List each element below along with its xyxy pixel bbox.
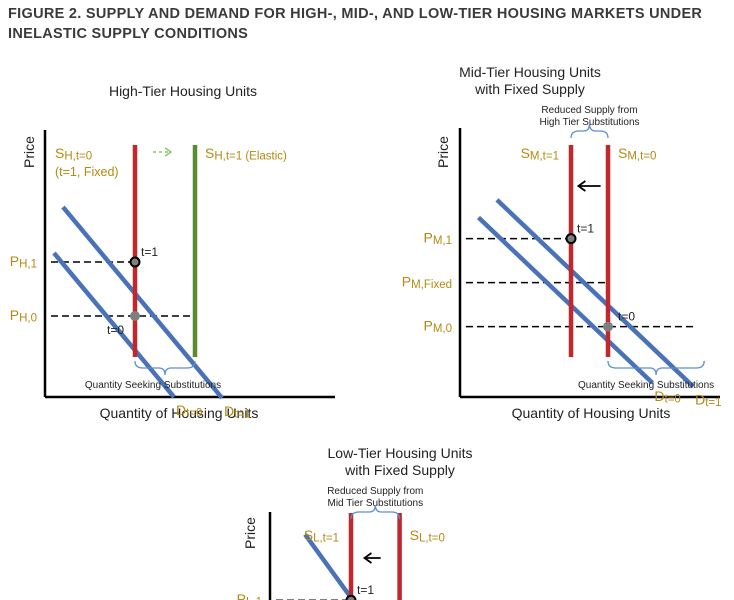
demand-curve (303, 533, 353, 600)
supply-curve-label: SH,t=1 (Elastic) (205, 145, 287, 163)
y-axis-label: Price (242, 517, 258, 549)
equilibrium-point-label: t=1 (141, 245, 158, 259)
equilibrium-point-open (565, 233, 577, 245)
equilibrium-point-open (129, 256, 141, 268)
equilibrium-point-label: t=1 (577, 222, 594, 236)
y-axis-label: Price (21, 136, 37, 168)
supply-curve-label: SL,t=1 (304, 527, 339, 545)
equilibrium-point-filled (603, 321, 613, 332)
quantity-seeking-substitutions-note: Quantity Seeking Substitutions (578, 380, 714, 391)
chart-title: Mid-Tier Housing Units (459, 64, 601, 80)
figure-title-line-1: FIGURE 2. SUPPLY AND DEMAND FOR HIGH-, M… (8, 6, 703, 22)
demand-curve-label: Dt=1 (695, 391, 721, 409)
supply-curve-label: SM,t=0 (618, 145, 656, 163)
price-level-label: PL,1 (237, 591, 262, 600)
price-level-label: PM,Fixed (402, 274, 452, 292)
quantity-seeking-substitutions-note: Quantity Seeking Substitutions (85, 380, 221, 391)
demand-curve (52, 251, 176, 399)
x-axis-label: Quantity of Housing Units (512, 405, 671, 421)
chart-title: Low-Tier Housing Units (328, 445, 473, 461)
equilibrium-point-label: t=1 (357, 583, 374, 597)
supply-curve-label: SH,t=0 (55, 145, 92, 163)
reduced-supply-note-line-2: Mid Tier Substitutions (327, 498, 423, 509)
demand-curve (495, 198, 695, 389)
equilibrium-point-filled (130, 311, 140, 321)
price-level-label: PM,0 (423, 318, 452, 336)
price-level-label: PM,1 (423, 230, 452, 248)
x-axis-label: Quantity of Housing Units (100, 405, 259, 421)
shift-arrow-head (362, 552, 373, 564)
figure-title: FIGURE 2. SUPPLY AND DEMAND FOR HIGH-, M… (8, 4, 728, 44)
reduced-supply-note: Reduced Supply from (327, 486, 423, 497)
reduced-supply-brace (570, 123, 609, 139)
substitution-brace (607, 360, 705, 376)
reduced-supply-brace (350, 504, 401, 520)
chart-title-line-2: with Fixed Supply (474, 81, 585, 97)
chart-title: High-Tier Housing Units (109, 83, 257, 99)
reduced-supply-note: Reduced Supply from (541, 105, 637, 116)
demand-curve-label: Dt=0 (654, 388, 680, 406)
shift-arrow-head (164, 147, 173, 157)
demand-curve-label: Dt=0 (176, 402, 202, 420)
price-level-label: PH,1 (10, 253, 37, 271)
equilibrium-point-label: t=0 (618, 310, 635, 324)
supply-curve-label: SL,t=0 (410, 527, 445, 545)
chart-title-line-2: with Fixed Supply (344, 462, 455, 478)
demand-curve (476, 215, 654, 385)
substitution-brace (134, 360, 196, 376)
equilibrium-point-label: t=0 (107, 323, 124, 337)
y-axis-label: Price (435, 136, 451, 168)
shift-arrow-head (576, 180, 586, 192)
equilibrium-point-open (345, 594, 357, 600)
demand-curve (61, 205, 224, 400)
figure-title-line-2: INELASTIC SUPPLY CONDITIONS (8, 26, 249, 42)
supply-curve-label: SM,t=1 (521, 145, 559, 163)
price-level-label: PH,0 (10, 307, 37, 325)
demand-curve-label: Dt=1 (224, 403, 250, 421)
reduced-supply-note-line-2: High Tier Substitutions (539, 117, 639, 128)
supply-curve-sub-label: (t=1, Fixed) (55, 165, 119, 179)
